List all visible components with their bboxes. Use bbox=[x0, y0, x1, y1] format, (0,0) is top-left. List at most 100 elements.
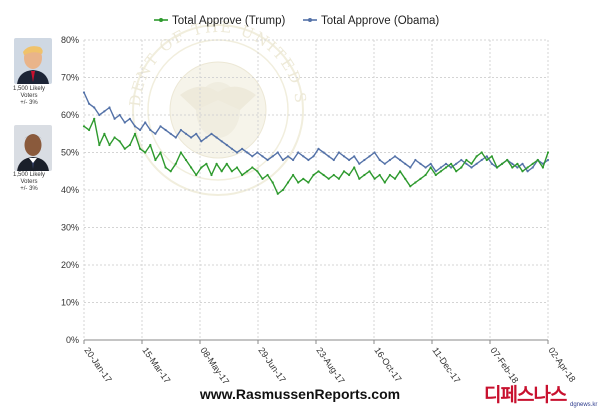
obama-data-point bbox=[174, 136, 177, 139]
obama-data-point bbox=[88, 102, 91, 105]
obama-data-point bbox=[490, 162, 493, 165]
trump-data-point bbox=[460, 166, 463, 169]
trump-data-point bbox=[317, 170, 320, 173]
obama-data-point bbox=[179, 128, 182, 132]
logo-text: 디페스나스 bbox=[484, 384, 567, 406]
obama-portrait bbox=[14, 125, 52, 171]
obama-data-point bbox=[230, 147, 233, 150]
trump-data-point bbox=[271, 181, 274, 184]
x-tick-label: 20-Jan-17 bbox=[82, 345, 113, 384]
trump-data-point bbox=[241, 173, 244, 177]
obama-data-point bbox=[205, 136, 208, 139]
trump-data-point bbox=[490, 155, 493, 158]
y-axis: 0% 10% 20% 30% 40% 50% 60% 70% 80% bbox=[61, 35, 79, 345]
trump-data-point bbox=[429, 166, 432, 169]
legend-label: Total Approve (Obama) bbox=[321, 15, 439, 27]
obama-data-point bbox=[363, 158, 366, 162]
obama-data-point bbox=[139, 128, 142, 132]
trump-data-point bbox=[424, 173, 427, 177]
trump-data-point bbox=[169, 170, 172, 173]
trump-data-point bbox=[465, 158, 468, 162]
news-logo: 디페스나스 dgnews.kr bbox=[484, 380, 598, 412]
trump-data-point bbox=[434, 173, 437, 177]
site-footer[interactable]: www.RasmussenReports.com bbox=[199, 386, 401, 402]
obama-data-point bbox=[159, 125, 162, 128]
obama-data-point bbox=[531, 166, 534, 169]
trump-data-point bbox=[88, 128, 91, 132]
trump-data-point bbox=[470, 162, 473, 165]
trump-data-point bbox=[506, 158, 509, 162]
obama-data-point bbox=[475, 162, 478, 165]
trump-data-point bbox=[108, 143, 111, 147]
obama-data-point bbox=[215, 136, 218, 139]
obama-data-point bbox=[144, 121, 147, 124]
obama-data-point bbox=[82, 91, 86, 94]
obama-data-point bbox=[220, 140, 223, 143]
obama-data-point bbox=[414, 158, 417, 162]
trump-data-point bbox=[511, 166, 514, 169]
obama-data-point bbox=[404, 162, 407, 165]
obama-data-point bbox=[516, 166, 519, 169]
trump-voter-note: 1,500 Likely Voters +/- 3% bbox=[12, 86, 46, 106]
x-tick-label: 16-Oct-17 bbox=[372, 345, 403, 384]
trump-data-point bbox=[118, 140, 121, 143]
obama-data-point bbox=[292, 158, 295, 162]
obama-data-point bbox=[93, 106, 96, 109]
obama-data-point bbox=[485, 155, 488, 158]
obama-data-point bbox=[393, 155, 397, 158]
trump-data-point bbox=[139, 147, 142, 150]
obama-data-point bbox=[149, 128, 152, 132]
obama-data-point bbox=[281, 158, 284, 162]
obama-data-point bbox=[450, 166, 453, 169]
obama-data-point bbox=[235, 151, 239, 154]
trump-data-point bbox=[215, 162, 218, 165]
obama-data-point bbox=[276, 151, 279, 154]
y-tick-label: 20% bbox=[61, 260, 79, 270]
trump-data-point bbox=[98, 143, 101, 147]
trump-data-point bbox=[307, 181, 310, 184]
trump-data-point bbox=[337, 177, 340, 180]
obama-data-point bbox=[465, 162, 468, 165]
obama-data-point bbox=[200, 140, 203, 143]
obama-data-point bbox=[368, 155, 371, 158]
obama-data-point bbox=[133, 125, 137, 128]
trump-data-point bbox=[266, 173, 269, 177]
trump-data-point bbox=[256, 170, 259, 173]
obama-data-point bbox=[511, 162, 514, 165]
trump-data-point bbox=[179, 151, 182, 154]
legend-swatch-marker bbox=[308, 18, 312, 22]
trump-data-point bbox=[251, 166, 254, 169]
obama-data-point bbox=[297, 151, 300, 154]
trump-data-point bbox=[322, 173, 325, 177]
trump-data-point bbox=[399, 170, 402, 173]
trump-data-point bbox=[501, 162, 504, 165]
obama-data-point bbox=[378, 158, 381, 162]
obama-data-point bbox=[302, 155, 305, 158]
obama-data-point bbox=[388, 158, 391, 162]
x-tick-label: 15-Mar-17 bbox=[140, 345, 172, 385]
obama-data-point bbox=[317, 147, 320, 150]
obama-data-point bbox=[266, 158, 269, 162]
obama-data-point bbox=[256, 151, 259, 154]
obama-data-point bbox=[210, 132, 213, 135]
y-tick-label: 80% bbox=[61, 35, 79, 45]
obama-data-point bbox=[383, 162, 386, 165]
grid-lines bbox=[83, 39, 549, 341]
obama-data-point bbox=[286, 155, 290, 158]
obama-data-point bbox=[195, 132, 198, 135]
trump-data-point bbox=[225, 162, 228, 165]
trump-data-point bbox=[103, 132, 106, 135]
trump-data-point bbox=[128, 143, 131, 147]
obama-data-point bbox=[521, 162, 524, 165]
obama-data-point bbox=[424, 166, 427, 169]
trump-data-point bbox=[475, 155, 478, 158]
obama-data-point bbox=[419, 162, 422, 165]
obama-data-point bbox=[444, 162, 448, 165]
y-tick-label: 30% bbox=[61, 223, 79, 233]
logo-subtext: dgnews.kr bbox=[570, 402, 598, 408]
trump-data-point bbox=[388, 173, 391, 177]
obama-data-point bbox=[261, 155, 264, 158]
y-tick-label: 40% bbox=[61, 185, 79, 195]
legend: Total Approve (Trump) Total Approve (Obam… bbox=[154, 15, 439, 27]
trump-data-point bbox=[546, 151, 550, 154]
